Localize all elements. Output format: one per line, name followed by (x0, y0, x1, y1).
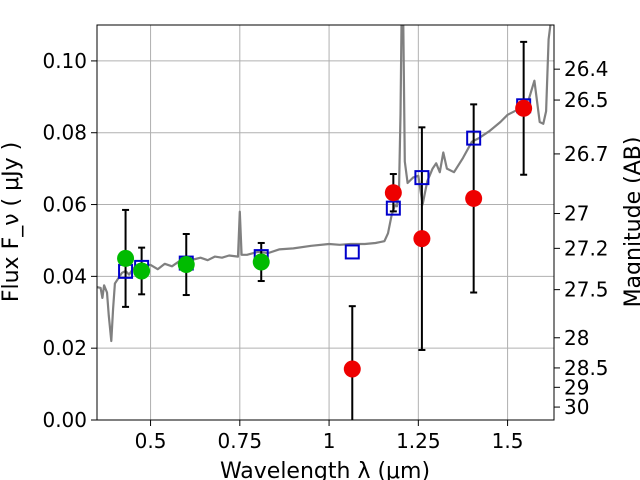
green-data-point (177, 256, 195, 274)
model-box-point (414, 170, 430, 186)
y2-tick-label: 28 (564, 326, 589, 350)
y-tick-label: 0.08 (42, 121, 87, 145)
y-tick-label: 0.00 (42, 408, 87, 432)
green-data-point (133, 262, 151, 280)
y2-tick-label: 27.2 (564, 236, 609, 260)
y2-tick-label: 27 (564, 202, 589, 226)
x-tick-label: 1.25 (396, 429, 441, 453)
red-data-point (515, 99, 533, 117)
y-ticks: 0.00 0.02 0.04 0.06 0.08 0.10 (42, 49, 97, 432)
y2-tick-label: 30 (564, 395, 589, 419)
red-data-point (343, 360, 361, 378)
x-tick-label: 0.5 (135, 429, 167, 453)
y-axis-title: Flux F_ν ( μJy ) (0, 142, 24, 302)
plot-frame (96, 24, 555, 421)
y2-tick-label: 26.5 (564, 88, 609, 112)
x-ticks: 0.5 0.75 1 1.25 1.5 (135, 420, 524, 453)
x-axis-title: Wavelength λ (μm) (220, 459, 430, 480)
model-box-point (344, 244, 360, 260)
green-data-point (252, 253, 270, 271)
y2-axis-title: Magnitude (AB) (621, 137, 640, 308)
y2-tick-label: 27.5 (564, 278, 609, 302)
red-data-point (384, 184, 402, 202)
y-tick-label: 0.04 (42, 264, 87, 288)
y2-tick-label: 29 (564, 375, 589, 399)
model-box-point (385, 200, 401, 216)
y2-tick-label: 26.4 (564, 57, 609, 81)
x-tick-label: 0.75 (218, 429, 263, 453)
y2-tick-label: 28.5 (564, 356, 609, 380)
y-tick-label: 0.02 (42, 336, 87, 360)
red-data-point (465, 189, 483, 207)
y2-tick-label: 26.7 (564, 142, 609, 166)
x-tick-label: 1.5 (492, 429, 524, 453)
model-box-point (466, 130, 482, 146)
y-tick-label: 0.06 (42, 193, 87, 217)
red-data-point (413, 230, 431, 248)
green-data-point (117, 249, 135, 267)
circle-layer (117, 99, 533, 378)
y-tick-label: 0.10 (42, 49, 87, 73)
plot-background (97, 25, 554, 420)
x-tick-label: 1 (323, 429, 336, 453)
